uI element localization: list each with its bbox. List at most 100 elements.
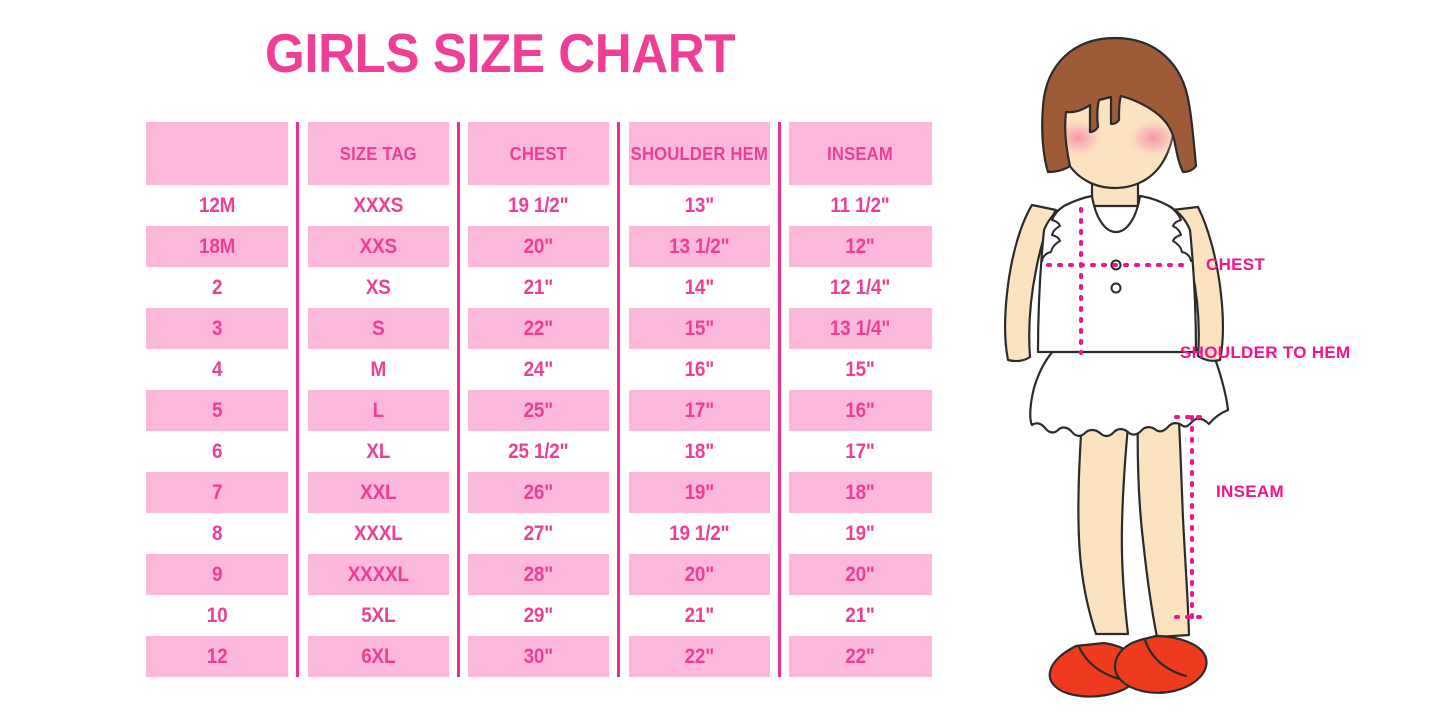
cell-shoulder-hem: 16" <box>625 349 772 390</box>
cell-size: 9 <box>145 554 290 595</box>
page-title: GIRLS SIZE CHART <box>265 22 735 84</box>
cell-size-tag: XXS <box>304 226 451 267</box>
blush-right <box>1126 118 1180 158</box>
ruffle-right <box>1168 205 1192 262</box>
button-bottom <box>1110 282 1122 294</box>
cell-size-tag: XXL <box>304 472 451 513</box>
cell-size-tag: XXXS <box>304 185 451 226</box>
cell-size: 12 <box>145 636 290 677</box>
cell-size: 5 <box>145 390 290 431</box>
cell-size-tag: 5XL <box>304 595 451 636</box>
cell-chest: 25" <box>464 390 611 431</box>
girl-figure <box>1003 36 1230 698</box>
cell-size: 6 <box>145 431 290 472</box>
table-row: 12 6XL 30" 22" 22" <box>138 636 940 677</box>
cell-chest: 29" <box>464 595 611 636</box>
cell-size: 3 <box>145 308 290 349</box>
cell-inseam: 20" <box>786 554 932 595</box>
cell-shoulder-hem: 22" <box>625 636 772 677</box>
cell-size: 18M <box>145 226 290 267</box>
table-row: 18M XXS 20" 13 1/2" 12" <box>138 226 940 267</box>
cell-shoulder-hem: 15" <box>625 308 772 349</box>
cell-size-tag: 6XL <box>304 636 451 677</box>
column-header-shoulder-hem: SHOULDER HEM <box>625 122 772 185</box>
cell-size: 7 <box>145 472 290 513</box>
cell-shoulder-hem: 14" <box>625 267 772 308</box>
cell-size-tag: XL <box>304 431 451 472</box>
cell-shoulder-hem: 19 1/2" <box>625 513 772 554</box>
shoe-strap-right <box>1143 638 1188 678</box>
table-row: 8 XXXL 27" 19 1/2" 19" <box>138 513 940 554</box>
cell-inseam: 22" <box>786 636 932 677</box>
table-row: 5 L 25" 17" 16" <box>138 390 940 431</box>
cell-chest: 24" <box>464 349 611 390</box>
table-row: 12M XXXS 19 1/2" 13" 11 1/2" <box>138 185 940 226</box>
cell-shoulder-hem: 13 1/2" <box>625 226 772 267</box>
table-row: 6 XL 25 1/2" 18" 17" <box>138 431 940 472</box>
cell-inseam: 21" <box>786 595 932 636</box>
cell-inseam: 18" <box>786 472 932 513</box>
cell-chest: 25 1/2" <box>464 431 611 472</box>
cell-inseam: 19" <box>786 513 932 554</box>
cell-size: 4 <box>145 349 290 390</box>
cell-shoulder-hem: 17" <box>625 390 772 431</box>
top-garment <box>1036 194 1198 354</box>
cell-shoulder-hem: 13" <box>625 185 772 226</box>
cell-size-tag: XXXL <box>304 513 451 554</box>
cell-inseam: 17" <box>786 431 932 472</box>
cell-chest: 26" <box>464 472 611 513</box>
cell-shoulder-hem: 20" <box>625 554 772 595</box>
cell-size-tag: S <box>304 308 451 349</box>
measure-label-inseam: INSEAM <box>1216 482 1284 501</box>
cell-size-tag: XXXXL <box>304 554 451 595</box>
cell-chest: 27" <box>464 513 611 554</box>
table-row: 2 XS 21" 14" 12 1/4" <box>138 267 940 308</box>
column-header-size-tag: SIZE TAG <box>304 122 451 185</box>
ruffle-left <box>1041 205 1065 262</box>
cell-size-tag: M <box>304 349 451 390</box>
cell-size: 2 <box>145 267 290 308</box>
table-row: 4 M 24" 16" 15" <box>138 349 940 390</box>
girl-figure-illustration <box>980 20 1445 720</box>
table-header-row: SIZE TAG CHEST SHOULDER HEM INSEAM <box>138 122 940 185</box>
cell-size: 10 <box>145 595 290 636</box>
cell-chest: 20" <box>464 226 611 267</box>
cell-shoulder-hem: 19" <box>625 472 772 513</box>
table-header: SIZE TAG CHEST SHOULDER HEM INSEAM <box>138 122 940 185</box>
cell-chest: 22" <box>464 308 611 349</box>
arm-left <box>1003 203 1058 363</box>
cell-shoulder-hem: 18" <box>625 431 772 472</box>
cell-shoulder-hem: 21" <box>625 595 772 636</box>
column-header-chest: CHEST <box>464 122 611 185</box>
cell-inseam: 16" <box>786 390 932 431</box>
cell-inseam: 15" <box>786 349 932 390</box>
table-row: 9 XXXXL 28" 20" 20" <box>138 554 940 595</box>
cell-inseam: 12" <box>786 226 932 267</box>
cell-chest: 30" <box>464 636 611 677</box>
table-row: 7 XXL 26" 19" 18" <box>138 472 940 513</box>
cell-chest: 28" <box>464 554 611 595</box>
cell-chest: 19 1/2" <box>464 185 611 226</box>
cell-size: 8 <box>145 513 290 554</box>
cell-inseam: 13 1/4" <box>786 308 932 349</box>
cell-chest: 21" <box>464 267 611 308</box>
leg-right <box>1136 403 1191 639</box>
table-row: 10 5XL 29" 21" 21" <box>138 595 940 636</box>
cell-inseam: 11 1/2" <box>786 185 932 226</box>
hair <box>1041 36 1198 174</box>
column-header-inseam: INSEAM <box>786 122 932 185</box>
cell-size: 12M <box>145 185 290 226</box>
measurement-guides <box>1046 207 1210 619</box>
cell-inseam: 12 1/4" <box>786 267 932 308</box>
size-chart-table: SIZE TAG CHEST SHOULDER HEM INSEAM 12M XX… <box>138 122 940 677</box>
shoe-strap-left <box>1077 645 1122 681</box>
table-body: 12M XXXS 19 1/2" 13" 11 1/2" 18M XXS 20" 13 1/2"… <box>138 185 940 677</box>
leg-left <box>1077 403 1132 636</box>
column-header-size <box>145 122 290 185</box>
cell-size-tag: L <box>304 390 451 431</box>
measure-label-chest: CHEST <box>1206 255 1266 274</box>
cell-size-tag: XS <box>304 267 451 308</box>
skirt <box>1029 348 1230 438</box>
measure-label-shoulder-to-hem: SHOULDER TO HEM <box>1180 343 1351 362</box>
table-row: 3 S 22" 15" 13 1/4" <box>138 308 940 349</box>
